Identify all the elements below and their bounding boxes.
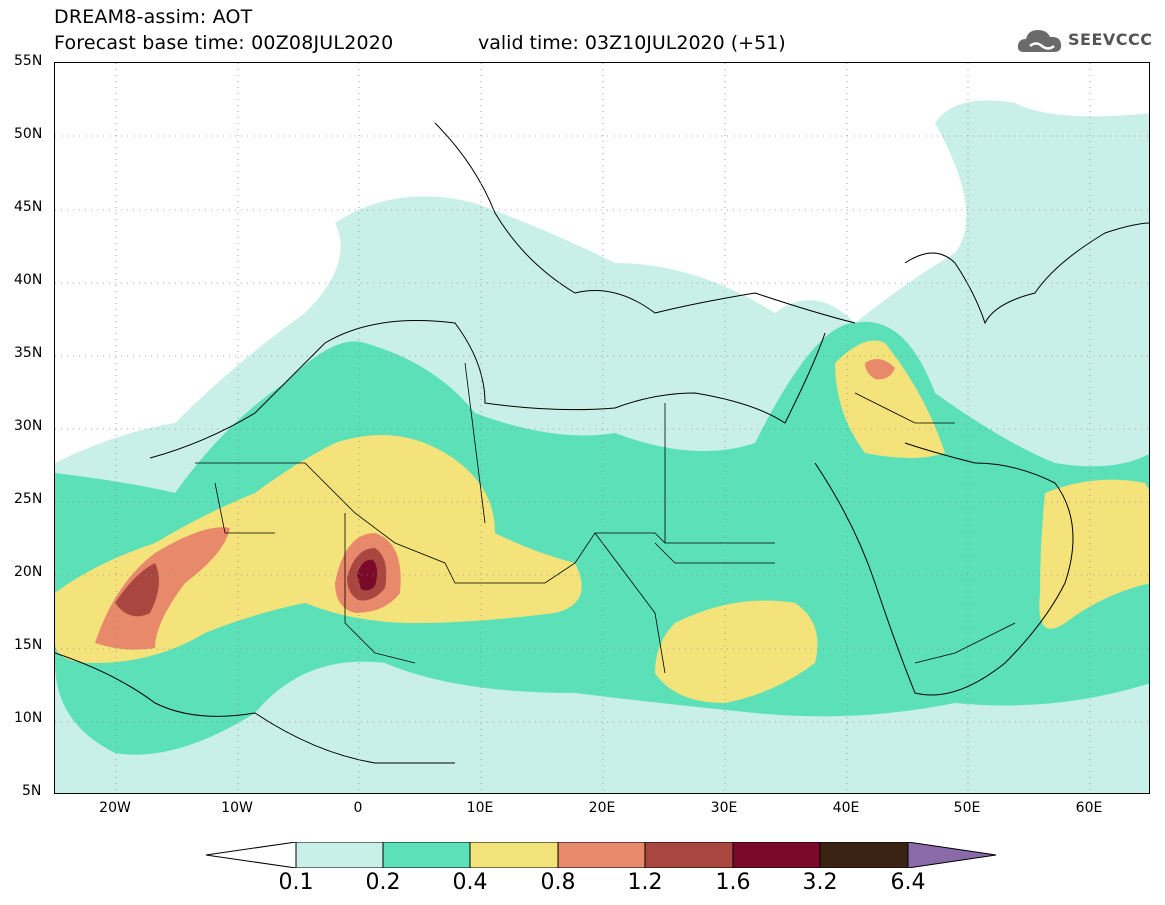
country-borders	[195, 362, 1016, 674]
lon-label-60e: 60E	[1075, 800, 1103, 816]
lat-label-25n: 25N	[14, 491, 43, 507]
aot-band-0.4-oman	[1039, 479, 1149, 629]
colorbar-label-0.4: 0.4	[452, 870, 488, 895]
lat-label-30n: 30N	[14, 418, 43, 434]
colorbar-low-arrow	[206, 842, 297, 868]
logo-text: SEEVCCC	[1068, 30, 1153, 49]
lat-label-55n: 55N	[14, 53, 43, 69]
lon-label-10e: 10E	[466, 800, 494, 816]
aot-band-0.4-sudan	[655, 600, 818, 703]
lon-label-20w: 20W	[99, 800, 131, 816]
colorbar-label-1.6: 1.6	[715, 870, 751, 895]
colorbar-high-arrow	[907, 842, 997, 868]
lon-label-0: 0	[353, 800, 363, 816]
forecast-base-time: Forecast base time: 00Z08JUL2020	[54, 32, 394, 54]
colorbar-segment-1.2-1.6	[644, 842, 734, 868]
lon-label-30e: 30E	[710, 800, 738, 816]
lat-label-35n: 35N	[14, 345, 43, 361]
lat-label-40n: 40N	[14, 272, 43, 288]
colorbar-label-0.1: 0.1	[278, 870, 314, 895]
aot-band-1.2-mauritania	[115, 563, 159, 617]
aot-map	[54, 62, 1150, 794]
colorbar-segment-0.4-0.8	[469, 842, 559, 868]
cloud-icon	[1017, 30, 1062, 52]
colorbar-label-0.2: 0.2	[365, 870, 401, 895]
coastlines	[55, 122, 1149, 764]
lat-label-15n: 15N	[14, 637, 43, 653]
colorbar-segment-0.1-0.2	[295, 842, 384, 868]
lon-label-50e: 50E	[953, 800, 981, 816]
aot-band-0.4-iraq	[835, 340, 945, 458]
lat-label-5n: 5N	[22, 783, 42, 799]
aot-contour-layer	[55, 63, 1149, 793]
aot-band-0.4-west	[55, 435, 582, 663]
colorbar-label-3.2: 3.2	[802, 870, 838, 895]
lat-label-45n: 45N	[14, 199, 43, 215]
lat-label-50n: 50N	[14, 126, 43, 142]
colorbar-label-0.8: 0.8	[540, 870, 576, 895]
colorbar-segment-1.6-3.2	[732, 842, 821, 868]
lon-label-40e: 40E	[832, 800, 860, 816]
lat-label-10n: 10N	[14, 710, 43, 726]
valid-time: valid time: 03Z10JUL2020 (+51)	[478, 32, 786, 54]
lon-label-20e: 20E	[588, 800, 616, 816]
aot-band-0.8-mauritania	[95, 527, 230, 650]
seevccc-logo: SEEVCCC	[1016, 24, 1156, 58]
aot-band-0.8-iraq	[865, 359, 895, 380]
map-title: DREAM8-assim: AOT	[54, 6, 253, 28]
lat-label-20n: 20N	[14, 564, 43, 580]
colorbar-label-1.2: 1.2	[627, 870, 663, 895]
colorbar-label-6.4: 6.4	[890, 870, 926, 895]
colorbar-segment-3.2-6.4	[819, 842, 909, 868]
colorbar-segment-0.8-1.2	[557, 842, 646, 868]
lon-label-10w: 10W	[221, 800, 253, 816]
graticule	[55, 63, 1149, 793]
colorbar-segment-0.2-0.4	[382, 842, 471, 868]
aot-colorbar	[206, 842, 997, 868]
